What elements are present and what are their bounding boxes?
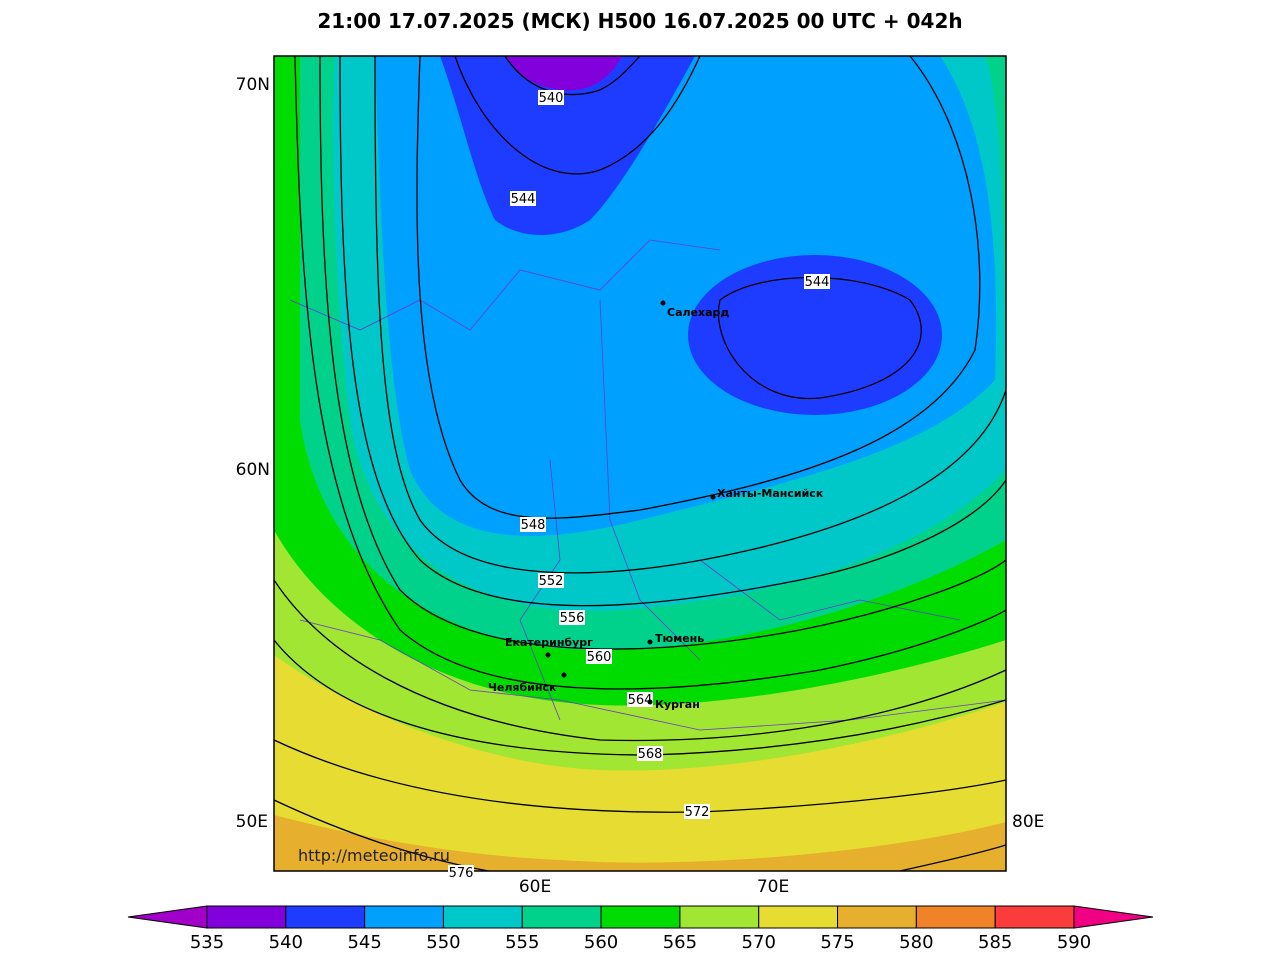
- colorbar-box: [600, 905, 681, 929]
- band-535: [505, 56, 622, 91]
- contour-label: 540: [539, 91, 564, 106]
- city-label: Курган: [655, 698, 700, 711]
- contour-label: 560: [587, 650, 612, 665]
- lon-label: 70E: [757, 877, 789, 897]
- cities: Салехард Ханты-Мансийск Тюмень Екатеринб…: [488, 300, 824, 711]
- colorbar-box: [679, 905, 760, 929]
- colorbar-box: [915, 905, 996, 929]
- colorbar-tick-label: 585: [978, 932, 1012, 953]
- city-label: Ханты-Мансийск: [717, 487, 824, 500]
- contour-label-bg: [538, 573, 564, 588]
- band-540: [440, 56, 695, 235]
- borders: [289, 239, 1006, 731]
- city-dot: [561, 672, 567, 678]
- colorbar-box: [206, 905, 287, 929]
- colorbar-box: [521, 905, 602, 929]
- contour-label-bg: [684, 804, 710, 819]
- colorbar: 535 540 545 550 555 560 565 570 575 580 585 590: [127, 905, 1154, 953]
- city-dot: [647, 639, 653, 645]
- city-dot: [647, 699, 653, 705]
- colorbar-tick-label: 545: [347, 932, 381, 953]
- colorbar-box: [758, 905, 839, 929]
- colorbar-box: [442, 905, 523, 929]
- contour-label-bg: [586, 649, 612, 664]
- colorbar-tick-label: 555: [505, 932, 539, 953]
- colorbar-tick-label: 575: [820, 932, 854, 953]
- colorbar-tick-label: 535: [190, 932, 224, 953]
- colorbar-tick-label: 560: [584, 932, 618, 953]
- colorbar-tick-label: 565: [663, 932, 697, 953]
- contour-label-bg: [559, 610, 585, 625]
- contour: [319, 56, 1006, 650]
- colorbar-box: [994, 905, 1075, 929]
- city-dot: [710, 494, 716, 500]
- contour-label-bg: [510, 191, 536, 206]
- band-540-low: [688, 255, 942, 415]
- contour-label-bg: [538, 90, 564, 105]
- colorbar-box: [285, 905, 366, 929]
- contour-label: 576: [449, 866, 474, 881]
- contour-label-bg: [448, 865, 474, 880]
- city-label: Челябинск: [488, 681, 557, 694]
- city-label: Салехард: [667, 306, 729, 319]
- contour-label: 544: [511, 192, 536, 207]
- contour-label-bg: [627, 692, 653, 707]
- city-dot: [545, 652, 551, 658]
- title: 21:00 17.07.2025 (МСК) H500 16.07.2025 0…: [317, 9, 962, 33]
- contour-label: 572: [685, 805, 710, 820]
- lon-label: 80E: [1012, 812, 1044, 832]
- city-label: Тюмень: [655, 632, 704, 645]
- colorbar-tick-label: 570: [742, 932, 776, 953]
- colorbar-tick-label: 580: [899, 932, 933, 953]
- colorbar-arrow: [127, 905, 208, 929]
- contour: [454, 56, 701, 175]
- contour: [294, 56, 1006, 690]
- contour-label: 568: [638, 747, 663, 762]
- contour-label: 548: [521, 518, 546, 533]
- contour: [274, 579, 1006, 742]
- colorbar-tick-label: 540: [269, 932, 303, 953]
- colorbar-box: [837, 905, 917, 929]
- contour-labels: 540 544 544 548 552 556 560 564 568 572 576: [448, 90, 830, 881]
- contour-label: 544: [805, 275, 830, 290]
- contour-label: 564: [628, 693, 653, 708]
- contour-label: 552: [539, 574, 564, 589]
- contour-label: 556: [560, 611, 585, 626]
- watermark: http://meteoinfo.ru: [298, 846, 450, 865]
- contour: [274, 799, 1006, 871]
- field: [274, 56, 1006, 871]
- lat-label: 60N: [236, 460, 270, 480]
- contour: [416, 56, 981, 519]
- contour-label-bg: [637, 746, 663, 761]
- city-dot: [660, 300, 666, 306]
- city-label: Екатеринбург: [505, 636, 593, 649]
- lon-label: 60E: [519, 877, 551, 897]
- contour-label-bg: [804, 274, 830, 289]
- contour: [504, 56, 641, 96]
- contour-label-bg: [520, 517, 546, 532]
- lat-label: 70N: [236, 75, 270, 95]
- lon-label: 50E: [236, 812, 268, 832]
- contour: [339, 56, 1006, 607]
- contour: [374, 56, 1006, 574]
- colorbar-box: [364, 905, 444, 929]
- map-frame: [273, 55, 1007, 872]
- colorbar-tick-label: 590: [1057, 932, 1091, 953]
- colorbar-tick-label: 550: [426, 932, 460, 953]
- colorbar-arrow: [1073, 905, 1154, 929]
